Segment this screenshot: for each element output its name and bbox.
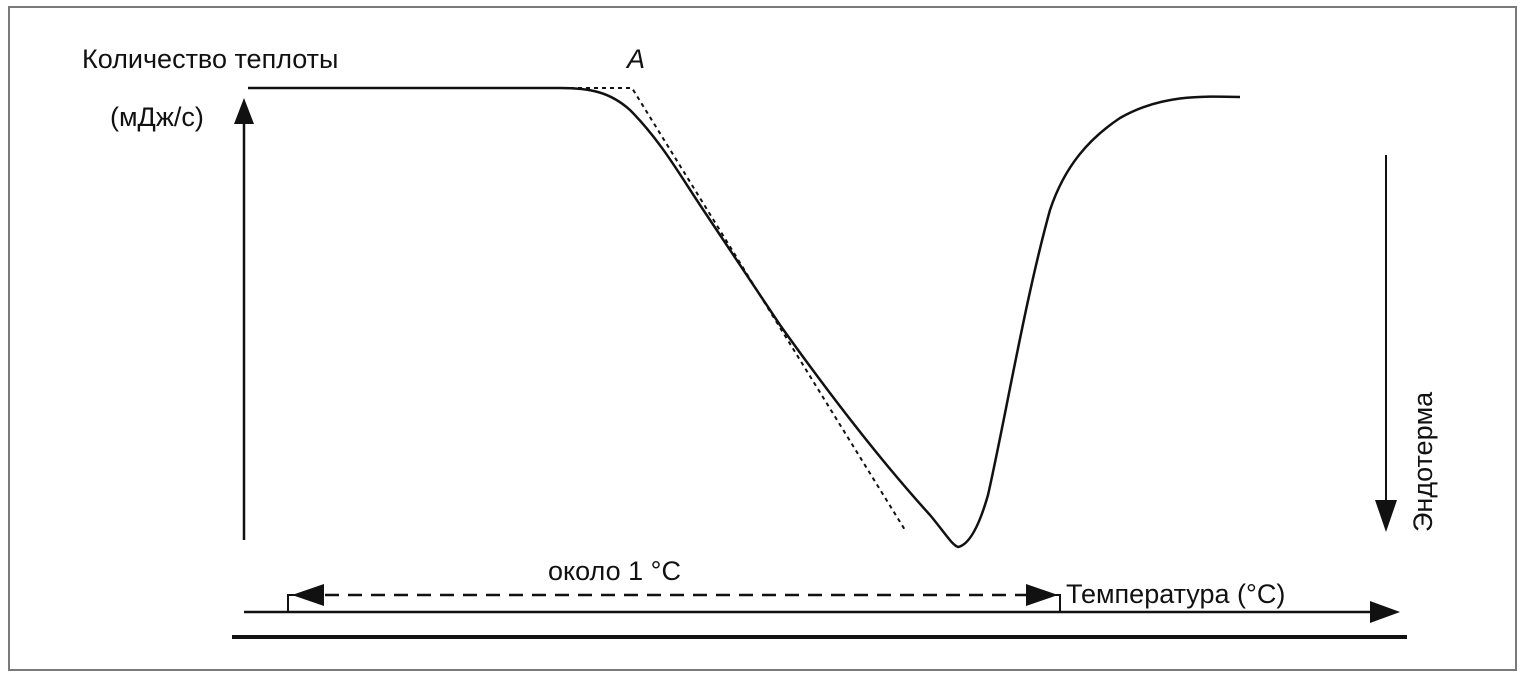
interval-label: около 1 °С bbox=[548, 556, 681, 586]
y-axis-label-line1: Количество теплоты bbox=[82, 44, 338, 74]
interval-right-arrowhead bbox=[1026, 584, 1058, 606]
interval-left-bracket bbox=[287, 594, 300, 612]
interval-left-arrowhead bbox=[292, 584, 324, 606]
endotherm-label: Эндотерма bbox=[1408, 391, 1438, 532]
y-axis-label-line2: (мДж/с) bbox=[110, 102, 204, 132]
y-axis-arrowhead bbox=[234, 98, 254, 124]
figure-frame bbox=[8, 6, 1517, 671]
point-a-label: A bbox=[625, 44, 645, 74]
x-axis-arrowhead bbox=[1370, 601, 1400, 623]
interval-right-bracket bbox=[1046, 594, 1061, 612]
x-axis-label: Температура (°С) bbox=[1066, 579, 1285, 609]
dsc-curve bbox=[248, 86, 1241, 549]
tangent-dashed-line bbox=[530, 87, 906, 531]
endotherm-arrowhead bbox=[1375, 500, 1397, 532]
